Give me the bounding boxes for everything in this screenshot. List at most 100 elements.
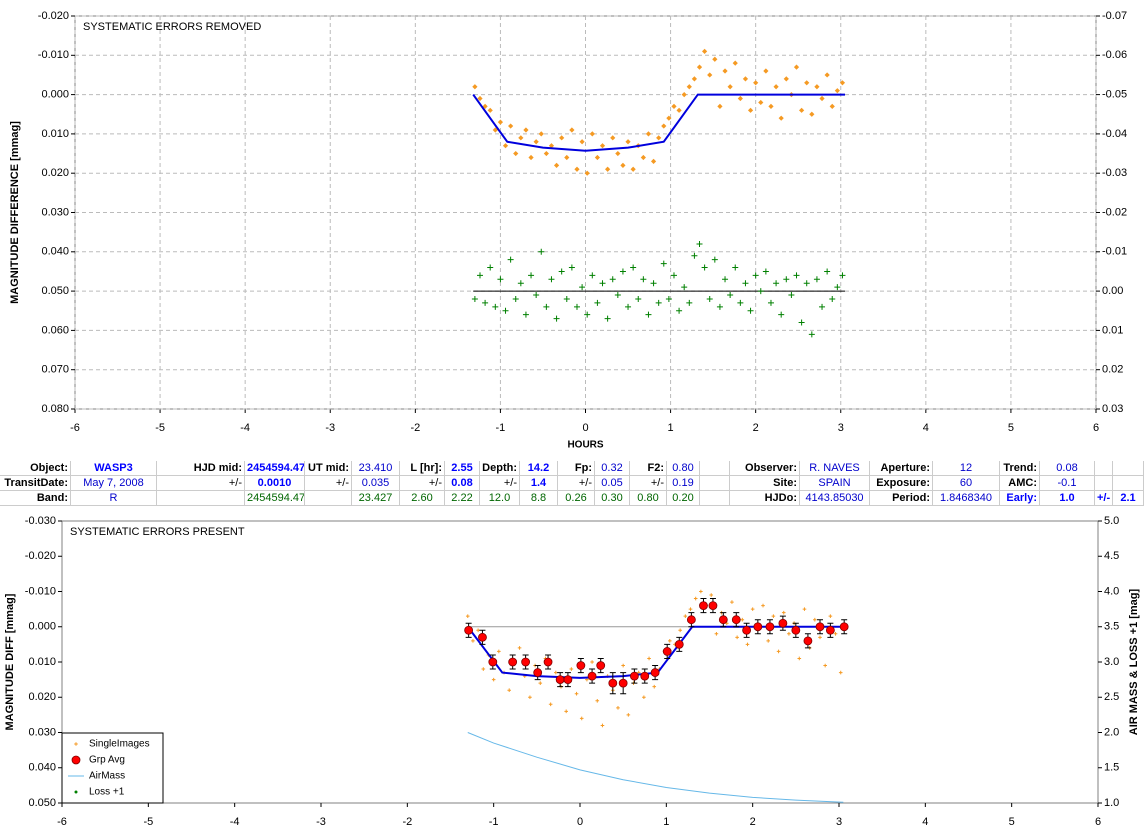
data-point xyxy=(555,675,565,685)
table-cell: +/- xyxy=(630,476,667,491)
data-point xyxy=(804,80,810,86)
y2-tick-label: 3.0 xyxy=(1104,656,1119,668)
data-point xyxy=(686,299,693,306)
series-line xyxy=(466,625,844,679)
table-cell: 0.19 xyxy=(667,476,700,491)
data-point xyxy=(558,268,565,275)
data-point xyxy=(476,272,483,279)
data-point xyxy=(788,292,795,299)
chart-title: SYSTEMATIC ERRORS REMOVED xyxy=(83,21,261,33)
data-point xyxy=(543,657,553,667)
data-point xyxy=(478,632,487,642)
data-point xyxy=(683,614,688,618)
x-tick-label: 6 xyxy=(1095,816,1101,828)
data-point xyxy=(716,303,723,310)
y2-tick-label: -0.03 xyxy=(1102,167,1127,179)
y2-axis-label: AIR MASS & LOSS +1 [mag] xyxy=(1128,588,1140,735)
data-point xyxy=(709,593,714,597)
data-point xyxy=(752,272,759,279)
table-cell: Observer: xyxy=(730,461,800,476)
data-point xyxy=(594,154,601,161)
data-point xyxy=(645,311,652,318)
data-point xyxy=(512,295,519,302)
table-cell: 8.8 xyxy=(520,491,558,506)
y-tick-label: -0.020 xyxy=(38,10,69,22)
data-point xyxy=(776,649,781,654)
data-point xyxy=(666,115,672,121)
data-point xyxy=(553,162,560,168)
x-tick-label: -1 xyxy=(496,422,506,434)
data-point xyxy=(757,288,764,295)
data-point xyxy=(589,131,595,137)
data-point xyxy=(497,119,504,125)
y-tick-label: 0.000 xyxy=(28,621,56,633)
x-tick-label: 0 xyxy=(582,422,588,434)
data-point xyxy=(604,315,611,322)
table-cell: May 7, 2008 xyxy=(71,476,157,491)
data-point xyxy=(600,723,605,728)
data-point xyxy=(533,139,539,145)
data-point xyxy=(502,307,509,314)
x-tick-label: 0 xyxy=(577,816,583,828)
data-point xyxy=(605,166,611,172)
y2-tick-label: -0.05 xyxy=(1102,89,1127,101)
y2-tick-label: -0.06 xyxy=(1102,49,1127,61)
x-tick-label: -1 xyxy=(489,816,499,828)
table-cell: 2454594.4778 xyxy=(245,491,305,506)
y2-tick-label: -0.07 xyxy=(1102,10,1127,22)
data-point xyxy=(630,264,637,271)
y2-tick-label: 0.03 xyxy=(1102,403,1123,415)
data-point xyxy=(718,615,728,625)
data-point xyxy=(829,295,836,302)
data-point xyxy=(828,614,833,618)
data-point xyxy=(809,111,815,117)
data-point xyxy=(482,103,488,109)
data-point xyxy=(589,272,596,279)
legend-swatch xyxy=(74,790,78,794)
data-point xyxy=(543,150,549,157)
data-point xyxy=(548,276,555,283)
data-point xyxy=(621,663,625,668)
table-cell xyxy=(700,476,730,491)
data-point xyxy=(609,276,616,283)
data-point xyxy=(492,303,499,310)
table-cell: 23.427 xyxy=(352,491,400,506)
chart-title: SYSTEMATIC ERRORS PRESENT xyxy=(70,526,245,538)
x-tick-label: -2 xyxy=(402,816,412,828)
data-point xyxy=(711,256,718,263)
table-cell: 12 xyxy=(933,461,1000,476)
table-cell: 0.08 xyxy=(1040,461,1095,476)
data-point xyxy=(819,303,826,310)
data-point xyxy=(569,127,575,133)
table-cell: TransitDate: xyxy=(0,476,71,491)
table-cell xyxy=(700,461,730,476)
data-point xyxy=(686,615,696,625)
data-point xyxy=(635,295,642,302)
y2-tick-label: -0.01 xyxy=(1102,246,1127,258)
table-cell: 2.22 xyxy=(445,491,480,506)
table-cell xyxy=(700,491,730,506)
data-point xyxy=(696,240,703,247)
x-tick-label: -4 xyxy=(230,816,240,828)
table-cell: R xyxy=(71,491,157,506)
y2-tick-label: 1.5 xyxy=(1104,762,1119,774)
data-point xyxy=(707,72,713,78)
table-cell: 0.32 xyxy=(595,461,630,476)
y-tick-label: 0.070 xyxy=(41,364,69,376)
y-tick-label: 0.060 xyxy=(41,324,69,336)
data-point xyxy=(491,677,496,682)
data-point xyxy=(676,107,682,113)
data-point xyxy=(521,657,531,667)
x-tick-label: -4 xyxy=(240,422,250,434)
data-point xyxy=(761,603,765,608)
data-point xyxy=(576,661,586,670)
data-point xyxy=(471,295,478,302)
data-point xyxy=(619,268,626,275)
table-cell: 2.55 xyxy=(445,461,480,476)
y-tick-label: 0.040 xyxy=(28,762,56,774)
x-tick-label: -6 xyxy=(57,816,67,828)
table-cell: Object: xyxy=(0,461,71,476)
data-point xyxy=(758,99,764,106)
data-point xyxy=(481,667,486,671)
